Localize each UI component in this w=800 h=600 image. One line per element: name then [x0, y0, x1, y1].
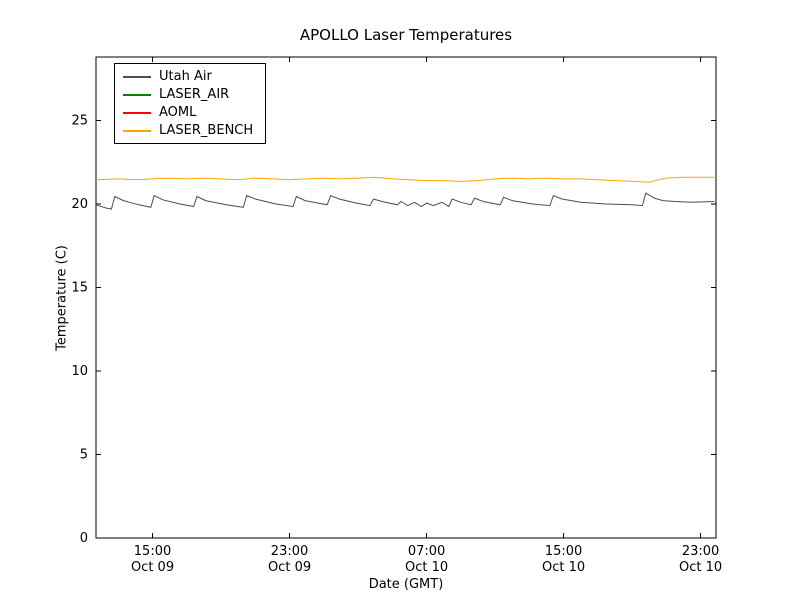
x-tick-label-time: 23:00: [682, 544, 719, 559]
x-tick-label-date: Oct 10: [542, 560, 585, 575]
legend: Utah Air LASER_AIR AOML LASER_BENCH: [114, 63, 267, 144]
x-tick-label-date: Oct 10: [679, 560, 722, 575]
y-tick-label: 5: [80, 447, 88, 462]
y-tick-label: 20: [71, 197, 88, 212]
x-tick-label-time: 15:00: [134, 544, 171, 559]
legend-line-swatch: [123, 75, 151, 78]
x-tick-label-date: Oct 10: [405, 560, 448, 575]
legend-item: Utah Air: [123, 69, 253, 84]
legend-item: LASER_AIR: [123, 87, 253, 102]
legend-label: LASER_BENCH: [159, 123, 254, 138]
legend-line-swatch: [123, 129, 151, 132]
x-tick-label-time: 23:00: [271, 544, 308, 559]
x-tick-label-time: 07:00: [408, 544, 445, 559]
x-tick-label-time: 15:00: [545, 544, 582, 559]
legend-label: Utah Air: [159, 69, 212, 84]
series-line-laser-bench: [95, 176, 715, 183]
series-line-utah-air: [95, 192, 715, 210]
legend-label: LASER_AIR: [159, 87, 230, 102]
legend-label: AOML: [159, 105, 197, 120]
x-axis-label: Date (GMT): [368, 577, 444, 592]
legend-line-swatch: [123, 93, 151, 96]
legend-item: LASER_BENCH: [123, 123, 253, 138]
legend-item: AOML: [123, 105, 253, 120]
legend-line-swatch: [123, 111, 151, 114]
y-tick-label: 0: [80, 531, 88, 546]
y-tick-label: 10: [71, 364, 88, 379]
y-tick-label: 15: [71, 280, 88, 295]
x-tick-label-date: Oct 09: [268, 560, 311, 575]
y-tick-label: 25: [71, 113, 88, 128]
x-tick-label-date: Oct 09: [131, 560, 174, 575]
axes-frame: [95, 56, 717, 539]
chart-title: APOLLO Laser Temperatures: [299, 26, 513, 44]
